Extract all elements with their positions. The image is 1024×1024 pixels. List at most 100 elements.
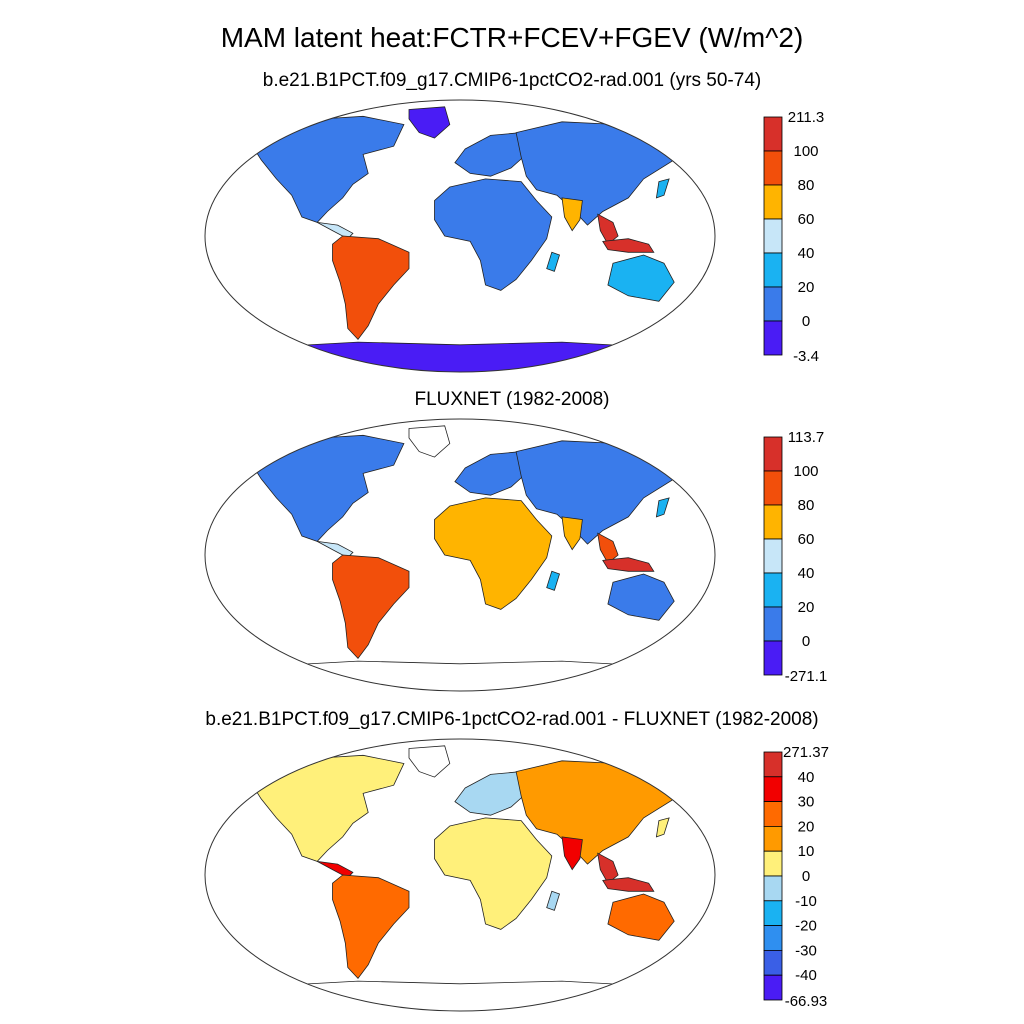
landmass-africa [434,817,553,930]
colorbar-box [763,538,783,574]
map-panel-1: 211.3 100 80 60 40 20 0 -3.4 [204,99,824,373]
landmass-greenland [408,745,451,778]
colorbar-label: -10 [795,893,817,910]
landmass-japan [655,817,670,838]
colorbar-3: 271.37 40 30 20 10 0 -10 -20 -30 -40 -66.93 [763,744,829,1010]
globe-1 [205,100,715,372]
colorbar-label: -40 [795,967,817,984]
map-panel-2: 113.7 100 80 60 40 20 0 -271.1 [204,418,828,692]
landmass-madagascar [546,570,560,591]
colorbar-box [763,875,783,902]
colorbar-label: 80 [798,177,815,194]
figure-title: MAM latent heat:FCTR+FCEV+FGEV (W/m^2) [220,22,804,53]
colorbar-label: 40 [798,245,815,262]
globe-3 [205,739,715,1011]
colorbar-box [763,252,783,288]
landmass-antarctica [229,341,691,372]
colorbar-label: 211.3 [788,109,824,126]
landmass-japan [655,497,670,518]
colorbar-label: 0 [802,313,810,330]
landmass-madagascar [546,890,560,911]
landmass-australia [607,893,675,941]
landmass-indonesia [602,238,655,253]
landmass-indonesia [602,557,655,572]
colorbar-box [763,218,783,254]
colorbar-box [763,640,783,676]
colorbar-label: -66.93 [785,993,828,1010]
landmass-africa [434,178,553,291]
landmass-northAmerica [250,754,405,862]
colorbar-label: -20 [795,918,817,935]
colorbar-label: 113.7 [788,429,824,446]
landmass-australia [607,254,675,302]
landmass-europe [454,771,527,816]
colorbar-box [763,801,783,827]
globe-outline [204,418,716,692]
globe-outline [204,99,716,373]
colorbar-box [763,320,783,356]
colorbar-label: -3.4 [793,348,819,365]
colorbar-2: 113.7 100 80 60 40 20 0 -271.1 [763,429,828,685]
colorbar-box [763,925,783,951]
colorbar-box [763,900,783,926]
globe-2 [205,419,715,691]
colorbar-box [763,116,783,152]
colorbar-box [763,286,783,322]
landmass-centralAmerica [317,222,354,240]
colorbar-label: 0 [802,868,810,885]
landmass-antarctica [229,980,691,1011]
colorbar-box [763,850,783,877]
landmass-africa [434,497,553,610]
landmass-india [561,197,583,232]
landmass-indonesia [602,877,655,892]
landmass-europe [454,132,527,177]
landmass-europe [454,451,527,496]
colorbar-label: 0 [802,633,810,650]
colorbar-1: 211.3 100 80 60 40 20 0 -3.4 [763,109,824,365]
landmass-antarctica [229,660,691,691]
colorbar-label: 80 [798,497,815,514]
landmass-greenland [408,106,451,139]
landmass-greenland [408,425,451,458]
landmass-northAmerica [250,115,405,223]
landmass-centralAmerica [317,861,354,879]
colorbar-label: -271.1 [785,668,828,685]
colorbar-box [763,572,783,608]
panel-1-title: b.e21.B1PCT.f09_g17.CMIP6-1pctCO2-rad.00… [262,70,762,91]
landmass-centralAmerica [317,541,354,559]
colorbar-box [763,751,783,778]
colorbar-box [763,436,783,472]
colorbar-label: 60 [798,531,815,548]
landmass-india [561,516,583,551]
colorbar-box [763,150,783,186]
landmass-northAmerica [250,434,405,542]
landmass-southAmerica [332,235,410,341]
landmass-japan [655,178,670,199]
panel-3-title: b.e21.B1PCT.f09_g17.CMIP6-1pctCO2-rad.00… [205,709,819,730]
colorbar-box [763,606,783,642]
landmass-india [561,836,583,871]
map-panel-3: 271.37 40 30 20 10 0 -10 -20 -30 -40 -66.93 [204,738,829,1012]
colorbar-label: 40 [798,769,815,786]
colorbar-label: 20 [798,818,815,835]
colorbar-box [763,184,783,220]
colorbar-label: 30 [798,794,815,811]
colorbar-box [763,974,783,1001]
landmass-southAmerica [332,874,410,980]
colorbar-box [763,776,783,802]
colorbar-box [763,950,783,976]
panel-2-title: FLUXNET (1982-2008) [414,389,610,410]
globe-outline [204,738,716,1012]
colorbar-label: 40 [798,565,815,582]
colorbar-label: 20 [798,279,815,296]
colorbar-label: 10 [798,843,815,860]
colorbar-label: 60 [798,211,815,228]
colorbar-label: 20 [798,599,815,616]
colorbar-label: 271.37 [783,744,829,761]
colorbar-label: 100 [793,463,818,480]
landmass-australia [607,573,675,621]
colorbar-label: 100 [793,143,818,160]
colorbar-box [763,470,783,506]
landmass-madagascar [546,251,560,272]
